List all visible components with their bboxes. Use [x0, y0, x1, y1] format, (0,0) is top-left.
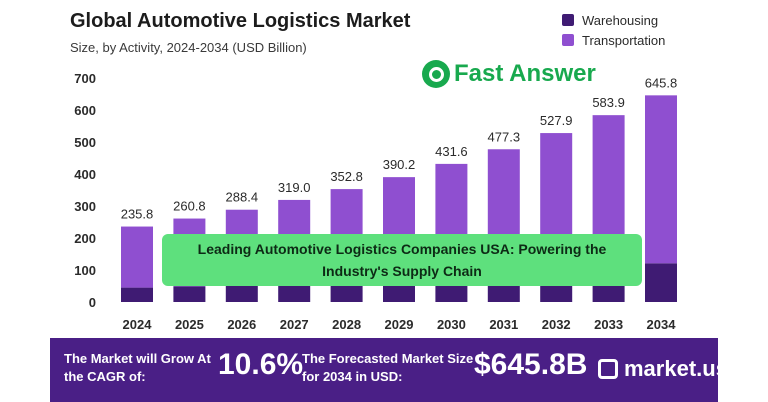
x-tick-label: 2025: [175, 317, 204, 332]
chart-subtitle: Size, by Activity, 2024-2034 (USD Billio…: [70, 40, 307, 55]
bar-warehousing: [225, 284, 258, 302]
footer-banner: The Market will Grow At the CAGR of: 10.…: [50, 338, 728, 402]
market-us-logo: market.us: [598, 356, 728, 382]
x-tick-label: 2031: [489, 317, 518, 332]
bar-warehousing: [173, 286, 206, 302]
fast-answer-logo-text: Fast Answer: [454, 60, 596, 87]
x-tick-label: 2027: [280, 317, 309, 332]
total-value-label: 352.8: [330, 169, 363, 184]
total-value-label: 235.8: [121, 207, 154, 222]
bar-transportation: [121, 226, 153, 288]
y-tick-label: 100: [74, 263, 96, 278]
x-tick-label: 2026: [227, 317, 256, 332]
search-icon: [422, 60, 450, 88]
bar-warehousing: [121, 287, 153, 302]
total-value-label: 288.4: [226, 190, 259, 205]
legend-label-warehousing: Warehousing: [582, 12, 659, 28]
y-tick-label: 700: [74, 71, 96, 86]
forecast-value: $645.8B: [474, 348, 588, 381]
total-value-label: 583.9: [592, 95, 625, 110]
x-tick-label: 2034: [647, 317, 677, 332]
x-tick-label: 2030: [437, 317, 466, 332]
total-value-label: 527.9: [540, 113, 573, 128]
x-tick-label: 2028: [332, 317, 361, 332]
fast-answer-logo: Fast Answer: [422, 60, 596, 88]
y-tick-label: 500: [74, 135, 96, 150]
x-tick-label: 2024: [123, 317, 153, 332]
total-value-label: 390.2: [383, 157, 416, 172]
chart-plot: 0 100 200 300 400 500 600 700 235.8 2024 260.8 2025…: [74, 71, 678, 332]
y-tick-label: 600: [74, 103, 96, 118]
headline-banner: Leading Automotive Logistics Companies U…: [162, 234, 642, 286]
market-us-logo-text: market.us: [624, 356, 728, 381]
forecast-label: The Forecasted Market Size for 2034 in U…: [302, 351, 474, 384]
bar-warehousing: [645, 263, 677, 302]
y-tick-label: 0: [89, 295, 96, 310]
total-value-label: 431.6: [435, 144, 468, 159]
cagr-label: The Market will Grow At the CAGR of:: [64, 351, 211, 384]
x-tick-label: 2032: [542, 317, 571, 332]
total-value-label: 477.3: [488, 129, 521, 144]
y-tick-label: 400: [74, 167, 96, 182]
legend-item-warehousing: Warehousing: [562, 10, 665, 30]
x-tick-label: 2029: [385, 317, 414, 332]
legend-swatch-transportation: [562, 34, 574, 46]
bar-transportation: [645, 95, 677, 264]
legend-swatch-warehousing: [562, 14, 574, 26]
x-tick-label: 2033: [594, 317, 623, 332]
chart-title: Global Automotive Logistics Market: [70, 10, 411, 32]
legend: Warehousing Transportation: [562, 10, 665, 50]
legend-item-transportation: Transportation: [562, 30, 665, 50]
bar-warehousing: [278, 282, 311, 302]
total-value-label: 319.0: [278, 180, 311, 195]
total-value-label: 260.8: [173, 199, 206, 214]
cagr-value: 10.6%: [218, 348, 304, 381]
bar-warehousing: [330, 280, 363, 302]
y-tick-label: 200: [74, 231, 96, 246]
market-us-icon: [598, 359, 618, 379]
legend-label-transportation: Transportation: [582, 32, 666, 48]
total-value-label: 645.8: [645, 75, 678, 90]
y-tick-label: 300: [74, 199, 96, 214]
